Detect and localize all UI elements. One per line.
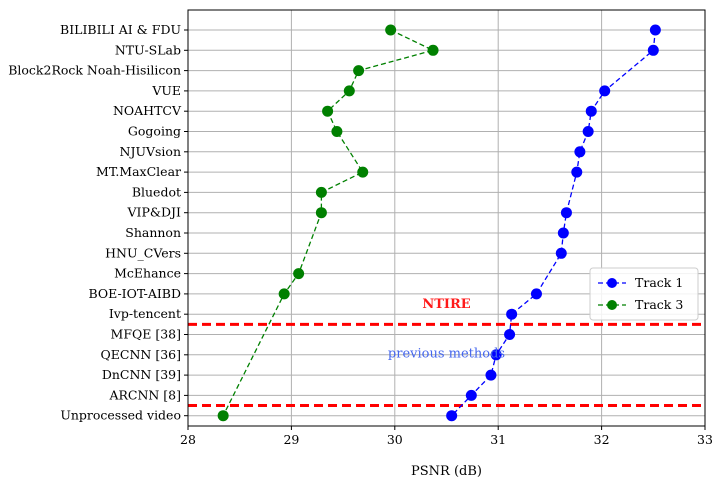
data-point	[582, 126, 594, 137]
x-tick-label: 29	[283, 432, 299, 447]
data-point	[315, 186, 327, 198]
x-tick-label: 30	[387, 432, 403, 447]
y-tick-label: DnCNN [39]	[102, 367, 181, 382]
y-tick-label: Unprocessed video	[60, 408, 181, 423]
data-point	[385, 24, 397, 36]
data-point	[343, 85, 355, 97]
legend-marker	[607, 300, 617, 310]
x-tick-label: 31	[490, 432, 506, 447]
x-tick-label: 33	[697, 432, 713, 447]
data-point	[649, 24, 661, 36]
data-point	[585, 105, 597, 117]
data-point	[331, 126, 343, 137]
data-point	[446, 410, 458, 422]
y-tick-label: HNU_CVers	[105, 245, 181, 260]
y-tick-label: Gogoing	[128, 124, 181, 139]
legend-label: Track 1	[635, 275, 683, 290]
data-point	[315, 207, 327, 219]
data-point	[530, 288, 542, 300]
data-point	[353, 65, 365, 77]
x-tick-label: 28	[180, 432, 196, 447]
data-point	[557, 227, 569, 239]
data-point	[504, 329, 516, 340]
data-point	[647, 44, 659, 56]
y-tick-label: VUE	[151, 83, 181, 98]
ntire-annotation: NTIRE	[422, 297, 470, 312]
x-axis-label: PSNR (dB)	[411, 464, 482, 479]
data-point	[293, 268, 305, 280]
annotation-layer: NTIRE previous methods	[388, 297, 505, 362]
legend-box	[589, 267, 699, 321]
data-point	[357, 166, 369, 178]
y-tick-label: Bluedot	[132, 184, 181, 199]
legend-marker	[607, 278, 617, 288]
y-tick-label: BOE-IOT-AIBD	[88, 286, 181, 301]
plot-frame	[187, 9, 706, 427]
data-point	[599, 85, 611, 97]
data-point	[490, 349, 502, 361]
data-point	[322, 105, 334, 117]
y-tick-label: NTU-SLab	[115, 42, 181, 57]
data-point	[217, 410, 229, 422]
y-tick-labels: BILIBILI AI & FDU NTU-SLab Block2Rock Noah…	[8, 22, 182, 423]
y-tick-label: ARCNN [8]	[108, 387, 181, 402]
data-point	[506, 308, 518, 320]
x-tick-label: 32	[594, 432, 610, 447]
data-point	[560, 207, 572, 219]
legend: Track 1 Track 3	[589, 267, 699, 321]
data-point	[278, 288, 290, 300]
data-point	[574, 146, 586, 158]
legend-label: Track 3	[635, 297, 683, 312]
y-tick-label: MFQE [38]	[111, 327, 181, 342]
y-tick-label: Ivp-tencent	[109, 306, 181, 321]
data-point	[465, 389, 477, 401]
y-tick-label: Shannon	[125, 225, 181, 240]
y-tick-label: Block2Rock Noah-Hisilicon	[8, 63, 181, 78]
series-layer	[188, 24, 705, 422]
data-point	[485, 369, 497, 381]
previous-methods-annotation: previous methods	[388, 347, 505, 362]
y-tick-label: MT.MaxClear	[96, 164, 181, 179]
x-tick-labels: 28 29 30 31 32 33	[180, 432, 713, 447]
data-point	[571, 166, 583, 178]
data-point	[555, 247, 567, 259]
y-tick-label: QECNN [36]	[101, 347, 181, 362]
grid-layer	[184, 10, 706, 430]
y-tick-label: McEhance	[114, 266, 181, 281]
y-tick-label: NJUVsion	[120, 144, 182, 159]
y-tick-label: BILIBILI AI & FDU	[60, 22, 181, 37]
y-tick-label: VIP&DJI	[127, 205, 182, 220]
data-point	[427, 44, 439, 56]
y-tick-label: NOAHTCV	[113, 103, 182, 118]
